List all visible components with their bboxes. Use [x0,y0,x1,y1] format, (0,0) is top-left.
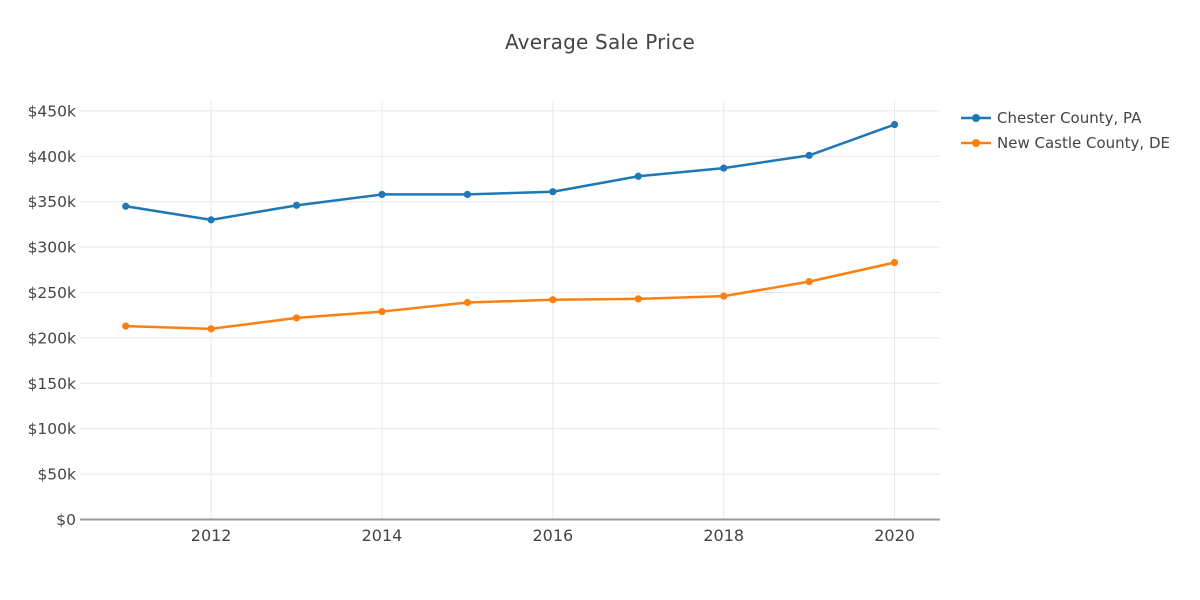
y-tick-label: $150k [28,375,76,393]
data-point-new-castle-county-de-2018 [720,292,728,300]
x-tick-label: 2014 [362,526,403,545]
data-point-chester-county-pa-2016 [549,188,557,196]
data-point-new-castle-county-de-2011 [122,322,130,330]
data-point-chester-county-pa-2020 [890,120,899,129]
data-point-chester-county-pa-2011 [122,202,130,210]
y-tick-label: $0 [56,511,76,529]
data-point-new-castle-county-de-2019 [805,278,813,286]
x-tick-label: 2020 [874,526,915,545]
data-point-new-castle-county-de-2012 [207,325,215,333]
y-tick-label: $450k [28,102,76,120]
data-point-chester-county-pa-2019 [805,151,813,159]
data-point-chester-county-pa-2015 [463,190,472,199]
x-tick-label: 2018 [703,526,744,545]
legend-marker-icon [961,138,991,147]
data-point-new-castle-county-de-2014 [378,307,386,316]
series-line-new-castle-county-de [124,261,896,331]
data-point-new-castle-county-de-2016 [549,296,557,304]
data-point-new-castle-county-de-2020 [890,258,899,267]
legend-label: New Castle County, DE [997,133,1170,152]
legend-item-new-castle-county-de[interactable]: New Castle County, DE [960,130,1170,155]
x-tick-label: 2016 [532,526,573,545]
data-point-chester-county-pa-2013 [292,201,301,209]
data-point-chester-county-pa-2017 [634,172,642,180]
y-tick-label: $50k [37,466,76,484]
y-tick-label: $400k [28,148,76,166]
data-point-chester-county-pa-2012 [207,216,215,224]
x-tick-label: 2012 [191,526,232,545]
chart-title: Average Sale Price [504,30,696,54]
y-tick-label: $100k [28,420,76,438]
series-line-chester-county-pa [124,123,896,222]
data-point-new-castle-county-de-2015 [463,298,472,307]
data-point-new-castle-county-de-2013 [292,314,301,322]
y-tick-label: $300k [28,239,76,257]
legend: Chester County, PA New Castle County, DE [960,105,1170,155]
legend-marker-icon [961,113,991,122]
y-tick-label: $350k [28,193,76,211]
data-point-chester-county-pa-2018 [720,164,728,172]
data-point-chester-county-pa-2014 [378,190,386,199]
data-point-new-castle-county-de-2017 [634,295,642,303]
legend-item-chester-county-pa[interactable]: Chester County, PA [960,105,1170,130]
y-tick-label: $250k [28,284,76,302]
y-tick-label: $200k [28,329,76,347]
legend-label: Chester County, PA [997,108,1142,127]
